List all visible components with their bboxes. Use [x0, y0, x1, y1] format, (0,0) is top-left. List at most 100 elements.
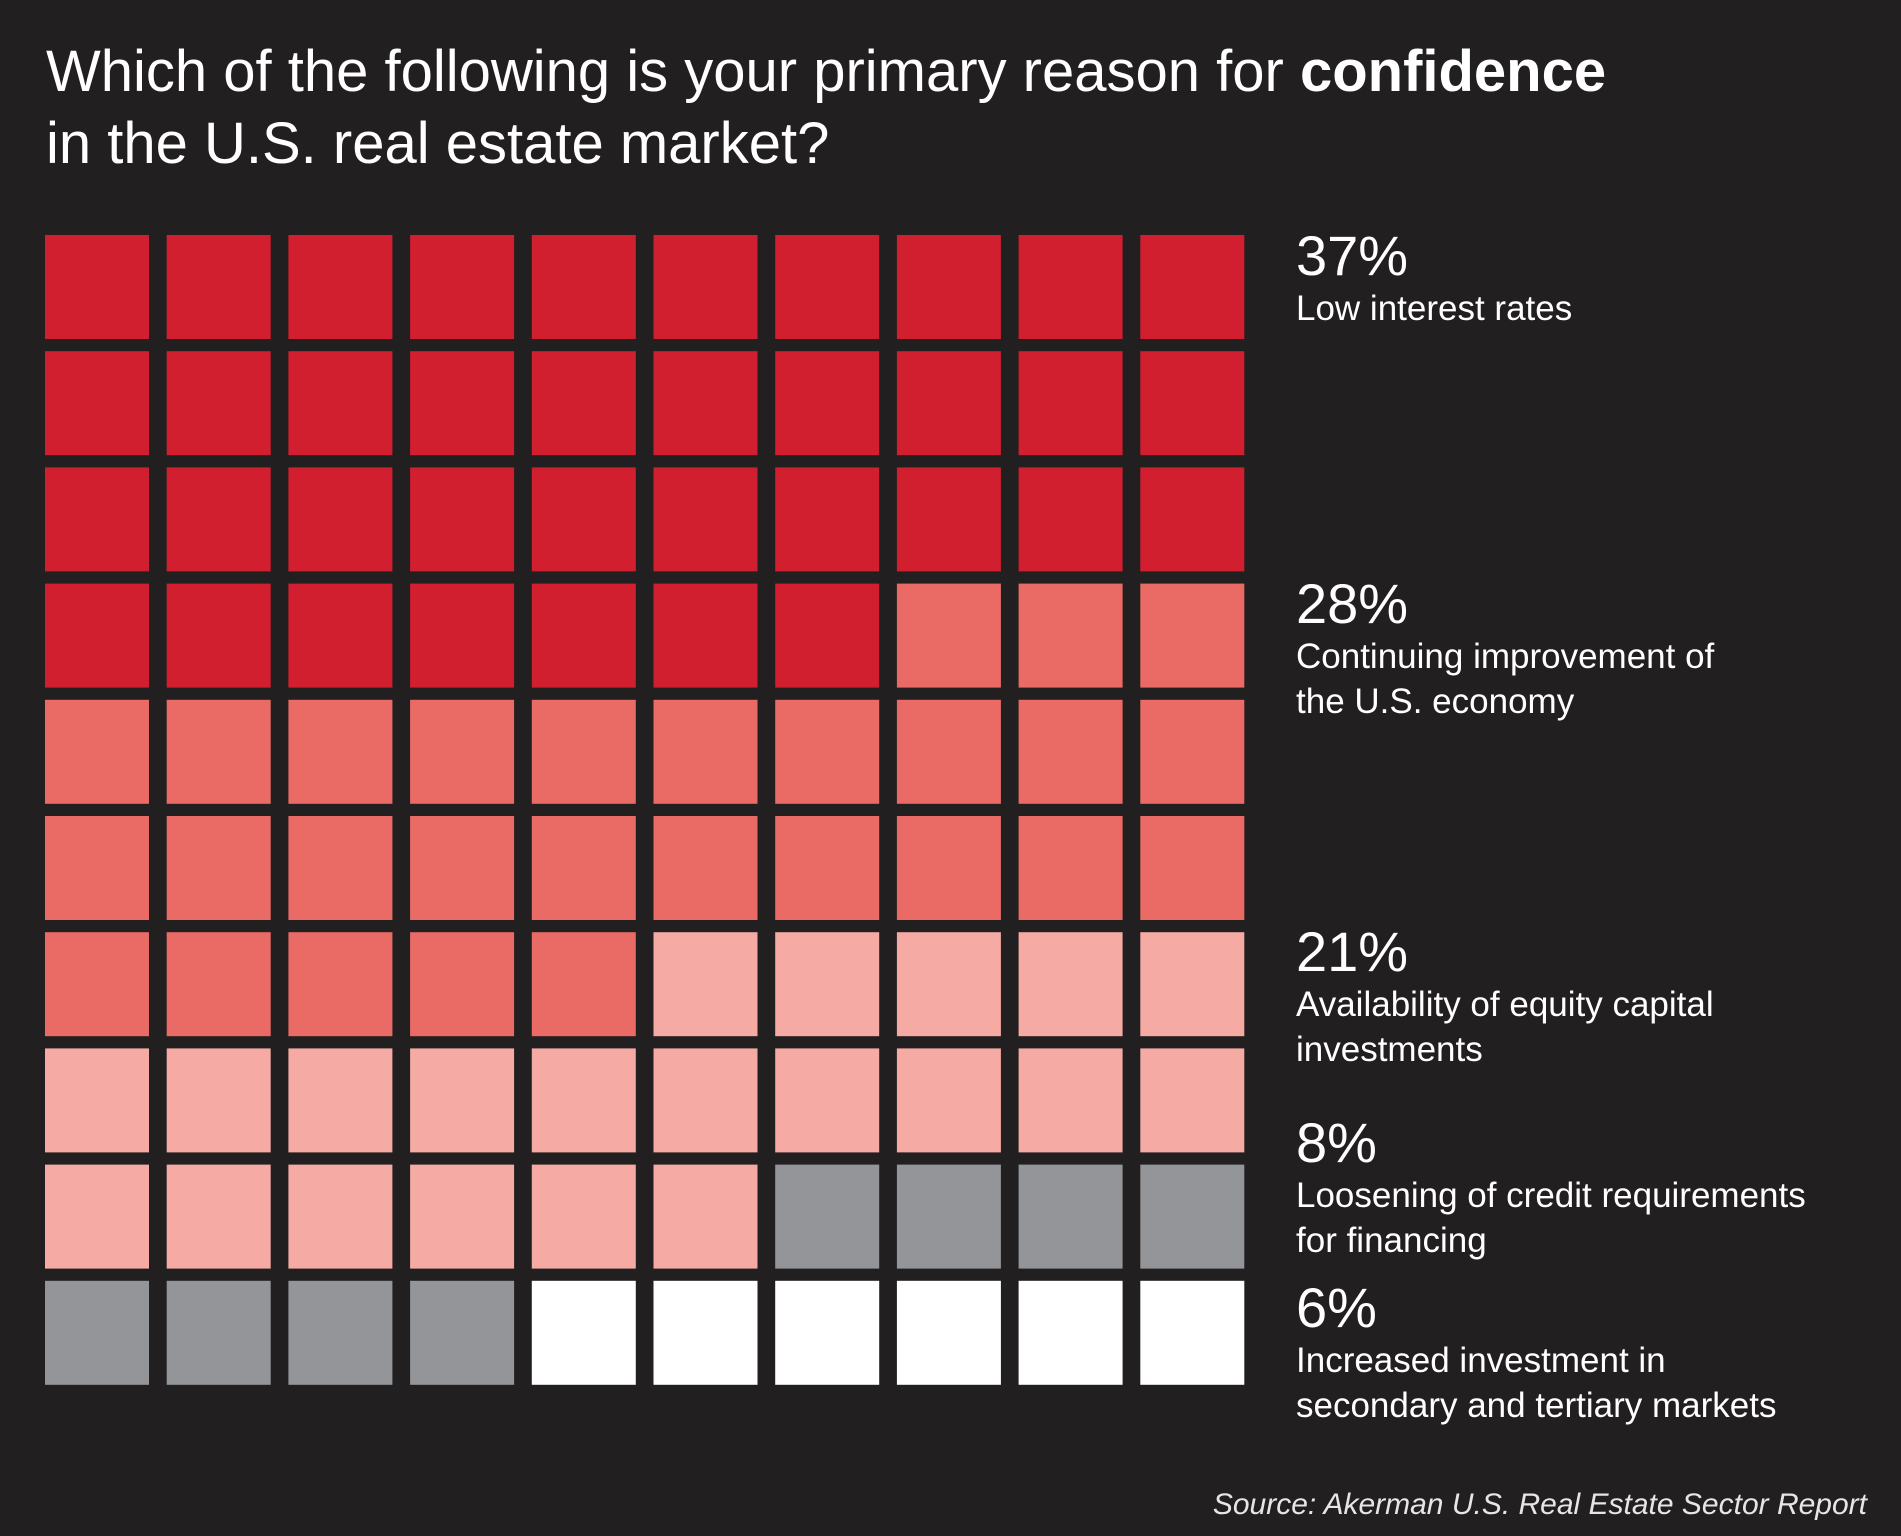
waffle-square-1 — [653, 583, 758, 688]
waffle-square-3 — [531, 1048, 636, 1153]
waffle-square-4 — [896, 1164, 1001, 1269]
waffle-square-3 — [896, 932, 1001, 1037]
waffle-square-4 — [775, 1164, 880, 1269]
pct-label: 21% — [1296, 920, 1409, 983]
waffle-square-1 — [1140, 467, 1245, 572]
waffle-square-1 — [288, 467, 393, 572]
waffle-square-2 — [531, 932, 636, 1037]
waffle-square-2 — [531, 699, 636, 804]
waffle-square-4 — [410, 1280, 515, 1385]
category-label-line2: the U.S. economy — [1296, 682, 1575, 721]
waffle-square-3 — [1140, 932, 1245, 1037]
pct-label: 8% — [1296, 1111, 1377, 1174]
waffle-square-2 — [1018, 816, 1123, 920]
waffle-square-3 — [1018, 932, 1123, 1037]
waffle-square-1 — [1140, 351, 1245, 456]
waffle-square-2 — [896, 699, 1001, 804]
waffle-square-3 — [288, 1164, 393, 1269]
waffle-square-1 — [775, 583, 880, 688]
waffle-square-1 — [775, 467, 880, 572]
waffle-square-2 — [410, 699, 515, 804]
title-emphasis: confidence — [1299, 39, 1607, 104]
waffle-square-1 — [531, 583, 636, 688]
category-label-line2: investments — [1296, 1030, 1483, 1069]
waffle-square-1 — [45, 583, 149, 688]
waffle-square-2 — [45, 816, 149, 920]
waffle-square-1 — [288, 235, 393, 339]
waffle-square-2 — [1140, 699, 1245, 804]
waffle-square-3 — [288, 1048, 393, 1153]
waffle-square-5 — [1018, 1280, 1123, 1385]
waffle-square-2 — [896, 816, 1001, 920]
waffle-square-2 — [288, 816, 393, 920]
waffle-square-4 — [166, 1280, 271, 1385]
waffle-square-1 — [1018, 351, 1123, 456]
waffle-square-2 — [531, 816, 636, 920]
pct-label: 6% — [1296, 1276, 1377, 1339]
waffle-square-1 — [896, 467, 1001, 572]
waffle-square-4 — [1018, 1164, 1123, 1269]
waffle-square-3 — [410, 1048, 515, 1153]
waffle-square-3 — [166, 1048, 271, 1153]
waffle-square-2 — [166, 932, 271, 1037]
waffle-square-2 — [410, 816, 515, 920]
waffle-square-2 — [45, 932, 149, 1037]
waffle-square-3 — [166, 1164, 271, 1269]
waffle-square-1 — [288, 351, 393, 456]
waffle-chart — [45, 235, 1245, 1385]
waffle-square-4 — [45, 1280, 149, 1385]
waffle-square-1 — [410, 583, 515, 688]
waffle-square-3 — [653, 1048, 758, 1153]
label-low-interest-rates: 37% Low interest rates — [1296, 226, 1886, 331]
waffle-square-2 — [653, 816, 758, 920]
chart-title: Which of the following is your primary r… — [46, 36, 1846, 180]
waffle-square-3 — [1140, 1048, 1245, 1153]
pct-label: 37% — [1296, 224, 1409, 287]
waffle-square-1 — [166, 235, 271, 339]
waffle-square-3 — [531, 1164, 636, 1269]
waffle-square-2 — [288, 699, 393, 804]
waffle-square-1 — [531, 235, 636, 339]
waffle-square-1 — [775, 235, 880, 339]
waffle-square-1 — [531, 351, 636, 456]
category-label-line1: Availability of equity capital — [1296, 985, 1714, 1024]
waffle-square-4 — [1140, 1164, 1245, 1269]
waffle-square-1 — [1140, 235, 1245, 339]
waffle-square-1 — [45, 467, 149, 572]
waffle-square-2 — [288, 932, 393, 1037]
title-prefix: Which of the following is your primary r… — [46, 39, 1284, 104]
waffle-square-1 — [775, 351, 880, 456]
category-label-line1: Continuing improvement of — [1296, 637, 1715, 676]
waffle-square-1 — [896, 235, 1001, 339]
waffle-square-5 — [1140, 1280, 1245, 1385]
label-credit-requirements: 8% Loosening of credit requirements for … — [1296, 1113, 1886, 1263]
waffle-square-1 — [653, 235, 758, 339]
title-line2: in the U.S. real estate market? — [46, 111, 830, 176]
label-us-economy: 28% Continuing improvement of the U.S. e… — [1296, 574, 1886, 724]
waffle-square-3 — [653, 932, 758, 1037]
category-label-line2: for financing — [1296, 1221, 1487, 1260]
waffle-square-5 — [775, 1280, 880, 1385]
waffle-square-1 — [410, 351, 515, 456]
waffle-square-1 — [653, 467, 758, 572]
category-label-line1: Low interest rates — [1296, 289, 1573, 328]
waffle-square-2 — [1140, 583, 1245, 688]
label-secondary-markets: 6% Increased investment in secondary and… — [1296, 1278, 1886, 1428]
waffle-square-3 — [653, 1164, 758, 1269]
waffle-square-1 — [410, 467, 515, 572]
waffle-square-4 — [288, 1280, 393, 1385]
label-equity-capital: 21% Availability of equity capital inves… — [1296, 922, 1886, 1072]
waffle-square-2 — [166, 816, 271, 920]
waffle-square-1 — [410, 235, 515, 339]
waffle-square-1 — [531, 467, 636, 572]
waffle-square-1 — [166, 467, 271, 572]
waffle-square-5 — [531, 1280, 636, 1385]
waffle-square-1 — [653, 351, 758, 456]
waffle-square-1 — [288, 583, 393, 688]
waffle-square-5 — [896, 1280, 1001, 1385]
waffle-square-1 — [1018, 235, 1123, 339]
waffle-square-3 — [896, 1048, 1001, 1153]
source-note: Source: Akerman U.S. Real Estate Sector … — [1212, 1488, 1867, 1521]
waffle-square-2 — [45, 699, 149, 804]
waffle-square-2 — [775, 816, 880, 920]
